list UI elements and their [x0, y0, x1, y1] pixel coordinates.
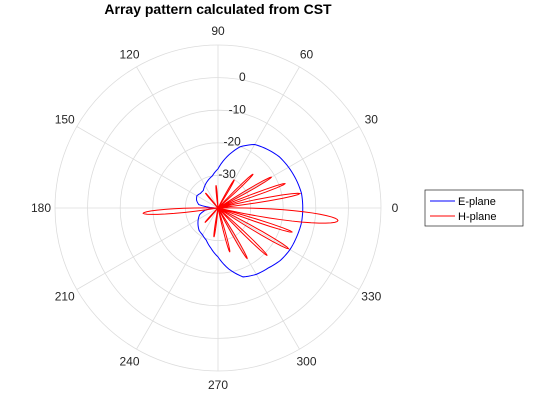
radial-tick-label: 0 — [239, 70, 246, 84]
legend-label-h-plane: H-plane — [458, 211, 497, 223]
legend-box — [424, 189, 524, 227]
angle-tick-label: 0 — [392, 201, 399, 215]
angle-tick-label: 210 — [55, 290, 75, 304]
chart-title: Array pattern calculated from CST — [104, 1, 332, 17]
legend: E-plane H-plane — [424, 189, 524, 227]
angle-tick-labels: 0 30 60 90 120 150 180 210 240 270 300 330 — [31, 24, 399, 392]
grid-spoke — [217, 207, 300, 350]
grid-spoke — [136, 207, 219, 350]
angle-tick-label: 150 — [55, 113, 75, 127]
angle-tick-label: 60 — [300, 48, 314, 62]
polar-grid — [54, 44, 382, 372]
series-line-e-plane — [196, 143, 304, 278]
radial-tick-label: -30 — [218, 167, 236, 181]
angle-tick-label: 300 — [296, 354, 316, 368]
radial-tick-labels: -30 -20 -10 0 — [218, 70, 246, 181]
angle-tick-label: 180 — [31, 201, 51, 215]
grid-spoke — [217, 66, 300, 209]
radial-tick-label: -10 — [229, 102, 247, 116]
grid-spoke — [136, 66, 219, 209]
angle-tick-label: 240 — [119, 354, 139, 368]
series-layer — [142, 143, 339, 278]
angle-tick-label: 120 — [119, 48, 139, 62]
grid-spoke — [76, 126, 219, 209]
legend-label-e-plane: E-plane — [458, 196, 496, 208]
grid-spoke — [76, 207, 219, 290]
series-line-h-plane — [142, 173, 339, 260]
angle-tick-label: 330 — [361, 290, 381, 304]
radial-tick-label: -20 — [224, 135, 242, 149]
angle-tick-label: 30 — [365, 113, 379, 127]
angle-tick-label: 90 — [211, 24, 225, 38]
angle-tick-label: 270 — [208, 378, 228, 392]
